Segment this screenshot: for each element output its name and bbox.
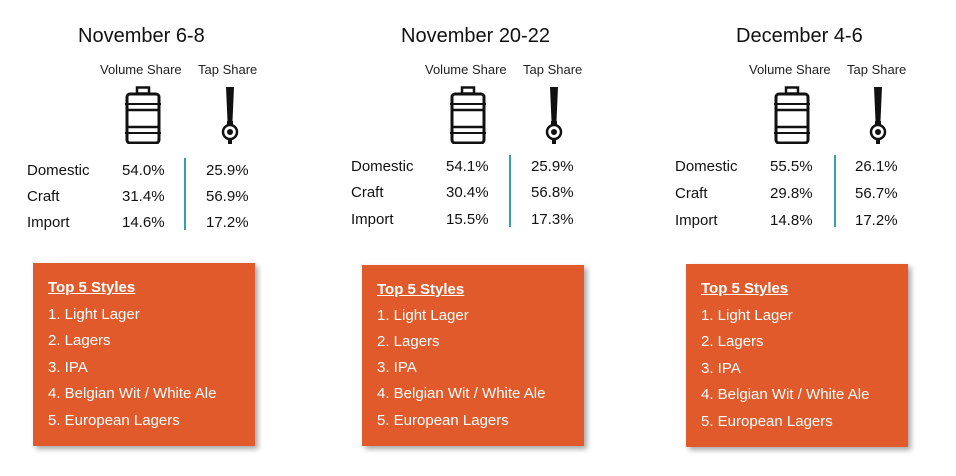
row-label-import: Import xyxy=(351,211,394,228)
panel-title: November 20-22 xyxy=(401,25,550,47)
volume-share-craft: 31.4% xyxy=(122,188,165,205)
beer-tap-icon xyxy=(869,87,887,144)
style-item: 3. IPA xyxy=(701,360,741,377)
style-item: 5. European Lagers xyxy=(701,413,833,430)
style-item: 5. European Lagers xyxy=(48,412,180,429)
tap-share-craft: 56.9% xyxy=(206,188,249,205)
column-divider xyxy=(834,155,836,227)
column-divider xyxy=(184,158,186,230)
volume-share-import: 15.5% xyxy=(446,211,489,228)
keg-icon xyxy=(125,86,161,144)
tap-share-domestic: 25.9% xyxy=(206,162,249,179)
period-panel-nov-6-8: November 6-8 Volume Share Tap Share Dome… xyxy=(26,0,326,476)
volume-share-domestic: 54.0% xyxy=(122,162,165,179)
period-panel-nov-20-22: November 20-22 Volume Share Tap Share Do… xyxy=(350,0,650,476)
tap-share-label: Tap Share xyxy=(847,62,907,77)
row-label-craft: Craft xyxy=(351,184,384,201)
tap-share-craft: 56.8% xyxy=(531,184,574,201)
top-styles-box: Top 5 Styles 1. Light Lager 2. Lagers 3.… xyxy=(686,264,908,447)
volume-share-label: Volume Share xyxy=(749,62,831,77)
beer-tap-icon xyxy=(221,87,239,144)
period-panel-dec-4-6: December 4-6 Volume Share Tap Share Dome… xyxy=(674,0,956,476)
top-styles-box: Top 5 Styles 1. Light Lager 2. Lagers 3.… xyxy=(362,265,584,446)
row-label-import: Import xyxy=(675,212,718,229)
top-styles-box: Top 5 Styles 1. Light Lager 2. Lagers 3.… xyxy=(33,263,255,446)
panel-title: November 6-8 xyxy=(78,25,205,47)
style-item: 5. European Lagers xyxy=(377,412,509,429)
keg-icon xyxy=(450,86,486,144)
row-label-domestic: Domestic xyxy=(351,158,414,175)
volume-share-craft: 30.4% xyxy=(446,184,489,201)
volume-share-label: Volume Share xyxy=(100,62,182,77)
column-divider xyxy=(509,155,511,227)
volume-share-import: 14.8% xyxy=(770,212,813,229)
style-item: 1. Light Lager xyxy=(377,307,469,324)
panel-title: December 4-6 xyxy=(736,25,863,47)
style-item: 1. Light Lager xyxy=(48,306,140,323)
row-label-domestic: Domestic xyxy=(27,162,90,179)
row-label-craft: Craft xyxy=(27,188,60,205)
tap-share-label: Tap Share xyxy=(198,62,258,77)
style-item: 1. Light Lager xyxy=(701,307,793,324)
volume-share-label: Volume Share xyxy=(425,62,507,77)
top-styles-title: Top 5 Styles xyxy=(377,281,465,298)
tap-share-import: 17.2% xyxy=(855,212,898,229)
top-styles-title: Top 5 Styles xyxy=(48,279,136,296)
style-item: 2. Lagers xyxy=(377,333,440,350)
tap-share-label: Tap Share xyxy=(523,62,583,77)
volume-share-domestic: 55.5% xyxy=(770,158,813,175)
tap-share-import: 17.3% xyxy=(531,211,574,228)
style-item: 3. IPA xyxy=(377,359,417,376)
keg-icon xyxy=(774,86,810,144)
style-item: 4. Belgian Wit / White Ale xyxy=(48,385,217,402)
tap-share-import: 17.2% xyxy=(206,214,249,231)
row-label-domestic: Domestic xyxy=(675,158,738,175)
row-label-import: Import xyxy=(27,214,70,231)
tap-share-domestic: 25.9% xyxy=(531,158,574,175)
style-item: 4. Belgian Wit / White Ale xyxy=(377,385,546,402)
tap-share-craft: 56.7% xyxy=(855,185,898,202)
style-item: 2. Lagers xyxy=(48,332,111,349)
top-styles-title: Top 5 Styles xyxy=(701,280,789,297)
style-item: 4. Belgian Wit / White Ale xyxy=(701,386,870,403)
volume-share-import: 14.6% xyxy=(122,214,165,231)
volume-share-craft: 29.8% xyxy=(770,185,813,202)
row-label-craft: Craft xyxy=(675,185,708,202)
style-item: 2. Lagers xyxy=(701,333,764,350)
volume-share-domestic: 54.1% xyxy=(446,158,489,175)
style-item: 3. IPA xyxy=(48,359,88,376)
tap-share-domestic: 26.1% xyxy=(855,158,898,175)
beer-tap-icon xyxy=(545,87,563,144)
